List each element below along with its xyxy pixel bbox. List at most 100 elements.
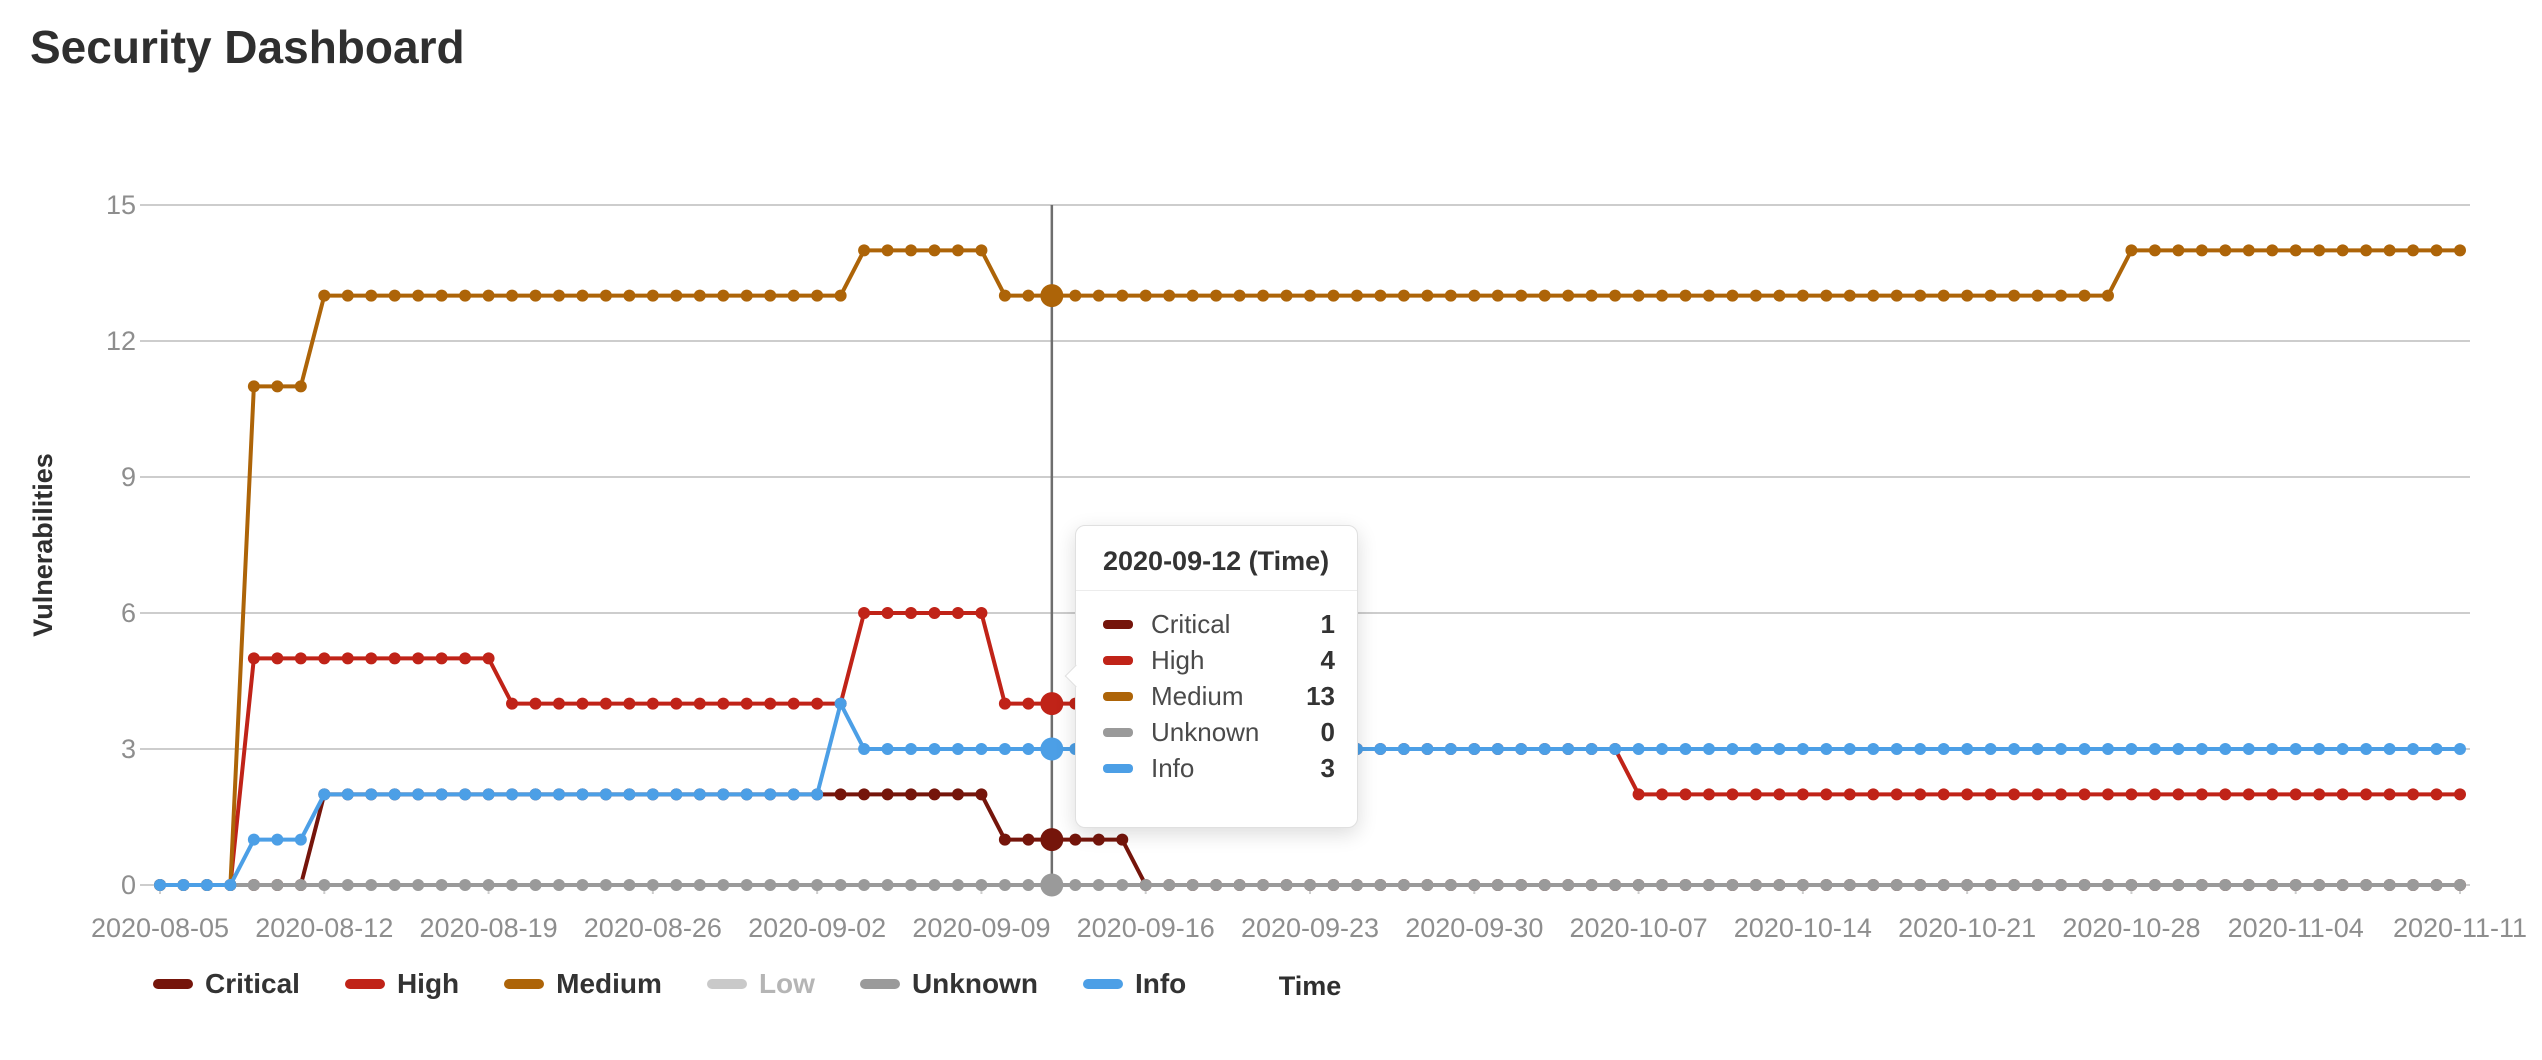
highlighted-point-unknown[interactable] <box>1040 873 1064 897</box>
data-point-high[interactable] <box>740 697 753 710</box>
data-point-medium[interactable] <box>811 289 824 302</box>
data-point-info[interactable] <box>1679 743 1692 755</box>
data-point-medium[interactable] <box>1163 289 1176 302</box>
data-point-unknown[interactable] <box>412 879 425 891</box>
data-point-medium[interactable] <box>2148 244 2161 257</box>
data-point-medium[interactable] <box>1820 289 1833 302</box>
data-point-medium[interactable] <box>787 289 800 302</box>
data-point-unknown[interactable] <box>2242 879 2255 891</box>
data-point-medium[interactable] <box>1961 289 1974 302</box>
data-point-info[interactable] <box>951 743 964 755</box>
data-point-high[interactable] <box>2125 788 2138 801</box>
data-point-unknown[interactable] <box>975 879 988 891</box>
data-point-medium[interactable] <box>2430 244 2443 257</box>
data-point-unknown[interactable] <box>1820 879 1833 891</box>
data-point-info[interactable] <box>599 788 612 801</box>
data-point-info[interactable] <box>365 788 378 801</box>
data-point-medium[interactable] <box>1585 289 1598 302</box>
data-point-medium[interactable] <box>294 380 307 393</box>
data-point-unknown[interactable] <box>2055 879 2068 891</box>
data-point-unknown[interactable] <box>1726 879 1739 891</box>
data-point-info[interactable] <box>646 788 659 801</box>
data-point-unknown[interactable] <box>1585 879 1598 891</box>
data-point-unknown[interactable] <box>1914 879 1927 891</box>
legend-item-unknown[interactable]: Unknown <box>859 968 1038 1000</box>
data-point-high[interactable] <box>2055 788 2068 801</box>
highlighted-point-info[interactable] <box>1040 737 1064 761</box>
data-point-medium[interactable] <box>881 244 894 257</box>
data-point-info[interactable] <box>247 833 260 846</box>
data-point-unknown[interactable] <box>2336 879 2349 891</box>
data-point-medium[interactable] <box>975 244 988 257</box>
data-point-info[interactable] <box>1421 743 1434 755</box>
data-point-unknown[interactable] <box>529 879 542 891</box>
data-point-unknown[interactable] <box>1984 879 1997 891</box>
data-point-medium[interactable] <box>646 289 659 302</box>
data-point-info[interactable] <box>1937 743 1950 755</box>
data-point-unknown[interactable] <box>1069 879 1082 891</box>
highlighted-point-medium[interactable] <box>1040 284 1064 308</box>
data-point-medium[interactable] <box>764 289 777 302</box>
data-point-critical[interactable] <box>834 788 847 801</box>
data-point-unknown[interactable] <box>2430 879 2443 891</box>
data-point-high[interactable] <box>858 607 871 619</box>
data-point-info[interactable] <box>787 788 800 801</box>
data-point-high[interactable] <box>1632 788 1645 801</box>
data-point-unknown[interactable] <box>1515 879 1528 891</box>
data-point-medium[interactable] <box>1656 289 1669 302</box>
data-point-medium[interactable] <box>576 289 589 302</box>
data-point-high[interactable] <box>2148 788 2161 801</box>
data-point-high[interactable] <box>1773 788 1786 801</box>
data-point-unknown[interactable] <box>2289 879 2302 891</box>
data-point-medium[interactable] <box>1350 289 1363 302</box>
data-point-info[interactable] <box>576 788 589 801</box>
data-point-medium[interactable] <box>459 289 472 302</box>
data-point-medium[interactable] <box>1397 289 1410 302</box>
data-point-unknown[interactable] <box>1937 879 1950 891</box>
data-point-unknown[interactable] <box>1257 879 1270 891</box>
data-point-critical[interactable] <box>975 788 988 801</box>
data-point-medium[interactable] <box>1139 289 1152 302</box>
data-point-medium[interactable] <box>2219 244 2232 257</box>
data-point-unknown[interactable] <box>1632 879 1645 891</box>
data-point-unknown[interactable] <box>506 879 519 891</box>
data-point-high[interactable] <box>482 652 495 665</box>
data-point-medium[interactable] <box>1890 289 1903 302</box>
data-point-info[interactable] <box>2430 743 2443 755</box>
data-point-medium[interactable] <box>552 289 565 302</box>
data-point-unknown[interactable] <box>271 879 284 891</box>
data-point-high[interactable] <box>576 697 589 710</box>
data-point-info[interactable] <box>928 743 941 755</box>
data-point-high[interactable] <box>2008 788 2021 801</box>
data-point-high[interactable] <box>2078 788 2091 801</box>
data-point-unknown[interactable] <box>787 879 800 891</box>
data-point-info[interactable] <box>552 788 565 801</box>
data-point-medium[interactable] <box>1280 289 1293 302</box>
data-point-medium[interactable] <box>1233 289 1246 302</box>
data-point-info[interactable] <box>1843 743 1856 755</box>
data-point-medium[interactable] <box>2031 289 2044 302</box>
data-point-info[interactable] <box>1585 743 1598 755</box>
data-point-info[interactable] <box>271 833 284 846</box>
data-point-unknown[interactable] <box>1890 879 1903 891</box>
data-point-info[interactable] <box>905 743 918 755</box>
data-point-high[interactable] <box>294 652 307 665</box>
data-point-info[interactable] <box>341 788 354 801</box>
data-point-info[interactable] <box>1374 743 1387 755</box>
data-point-info[interactable] <box>1984 743 1997 755</box>
data-point-unknown[interactable] <box>1280 879 1293 891</box>
data-point-medium[interactable] <box>2383 244 2396 257</box>
data-point-info[interactable] <box>1726 743 1739 755</box>
data-point-high[interactable] <box>1656 788 1669 801</box>
data-point-high[interactable] <box>623 697 636 710</box>
data-point-info[interactable] <box>1562 743 1575 755</box>
data-point-info[interactable] <box>2172 743 2185 755</box>
data-point-unknown[interactable] <box>2078 879 2091 891</box>
data-point-unknown[interactable] <box>928 879 941 891</box>
data-point-medium[interactable] <box>1679 289 1692 302</box>
data-point-medium[interactable] <box>2313 244 2326 257</box>
data-point-medium[interactable] <box>1796 289 1809 302</box>
data-point-high[interactable] <box>1937 788 1950 801</box>
data-point-high[interactable] <box>1843 788 1856 801</box>
data-point-high[interactable] <box>1679 788 1692 801</box>
